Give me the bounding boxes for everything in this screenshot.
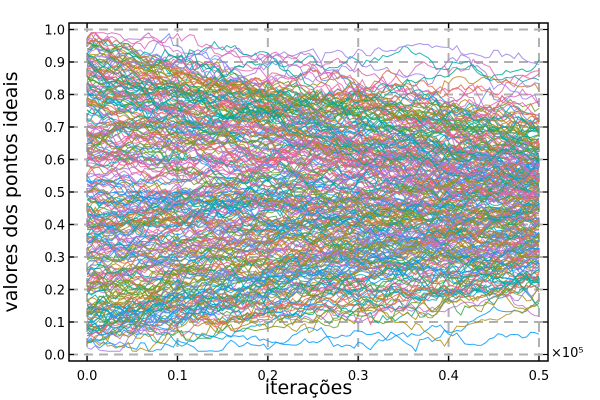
series-line-285: [86, 94, 540, 133]
y-tick-label-8: 0.8: [44, 89, 65, 104]
y-tick-label-4: 0.4: [44, 219, 65, 234]
series-line-107: [87, 221, 540, 258]
y-tick-label-2: 0.2: [44, 284, 65, 299]
series-line-297: [86, 188, 540, 250]
series-line-265: [86, 228, 540, 270]
x-tick-label-4: 0.4: [438, 369, 459, 384]
series-line-14: [86, 32, 540, 88]
y-tick-label-1: 0.1: [44, 316, 65, 331]
x-tick-label-3: 0.3: [348, 369, 369, 384]
series-line-242: [86, 137, 540, 179]
series-line-291: [86, 161, 540, 219]
series-line-236: [87, 174, 540, 249]
y-tick-label-5: 0.5: [44, 186, 65, 201]
y-tick-label-7: 0.7: [44, 121, 65, 136]
series-line-134: [86, 233, 540, 297]
y-axis-label: valores dos pontos ideais: [0, 71, 22, 312]
series-line-0: [86, 326, 540, 353]
ticks: [69, 23, 548, 361]
series-line-292: [86, 291, 540, 341]
x-axis-label: iterações: [265, 377, 353, 399]
y-tick-label-10: 1.0: [44, 24, 65, 39]
series-line-69: [86, 40, 540, 83]
series-line-206: [86, 78, 540, 167]
series-line-277: [86, 200, 540, 248]
series-line-249: [86, 236, 540, 300]
series-layer: [86, 32, 540, 353]
series-line-231: [86, 120, 540, 195]
series-line-255: [86, 43, 540, 154]
series-line-199: [86, 221, 540, 284]
series-line-264: [87, 59, 540, 121]
series-line-171: [86, 184, 540, 244]
series-line-239: [87, 118, 540, 157]
series-line-234: [86, 132, 540, 173]
tick-labels: 0.0 0.1 0.2 0.3 0.4 0.5 0.0 0.1 0.2 0.3 0.4 0.5 0.6 0…: [44, 24, 549, 385]
series-line-237: [86, 84, 540, 179]
series-line-203: [86, 104, 540, 183]
series-line-257: [86, 65, 540, 124]
x-tick-label-0: 0.0: [77, 369, 98, 384]
series-line-261: [86, 80, 540, 133]
series-line-287: [87, 137, 540, 213]
series-line-298: [86, 256, 540, 319]
series-line-187: [87, 54, 540, 140]
series-line-238: [86, 124, 540, 212]
series-line-173: [87, 278, 540, 333]
y-tick-label-6: 0.6: [44, 154, 65, 169]
series-line-131: [86, 293, 540, 334]
series-line-299: [86, 42, 540, 83]
series-line-289: [86, 273, 540, 319]
series-line-286: [86, 222, 540, 269]
series-line-221: [86, 134, 540, 163]
series-line-288: [87, 247, 540, 318]
x-tick-label-1: 0.1: [167, 369, 188, 384]
y-tick-label-9: 0.9: [44, 56, 65, 71]
series-line-281: [86, 170, 540, 314]
series-line-266: [87, 276, 540, 347]
series-line-290: [87, 272, 540, 333]
x-tick-label-5: 0.5: [529, 369, 550, 384]
series-line-44: [86, 32, 540, 130]
x-tick-label-2: 0.2: [257, 369, 278, 384]
series-line-267: [86, 200, 540, 284]
series-line-144: [87, 261, 540, 344]
series-line-226: [86, 276, 540, 343]
series-line-211: [86, 239, 540, 267]
series-line-154: [86, 111, 540, 174]
series-line-274: [86, 75, 540, 162]
series-line-296: [86, 60, 540, 166]
series-line-158: [86, 121, 540, 184]
y-tick-label-0: 0.0: [44, 349, 65, 364]
series-line-272: [86, 208, 540, 276]
series-line-294: [87, 148, 540, 211]
series-line-233: [86, 239, 540, 292]
series-line-223: [86, 63, 540, 140]
series-line-190: [86, 32, 540, 109]
series-line-269: [86, 131, 540, 181]
series-line-293: [86, 155, 540, 244]
series-line-247: [87, 102, 540, 177]
y-tick-label-3: 0.3: [44, 251, 65, 266]
series-line-112: [86, 303, 540, 346]
x-axis-multiplier: ×10⁵: [551, 346, 584, 361]
series-line-280: [86, 263, 540, 314]
series-line-228: [86, 298, 540, 352]
series-line-273: [86, 208, 540, 262]
series-line-295: [86, 76, 540, 107]
